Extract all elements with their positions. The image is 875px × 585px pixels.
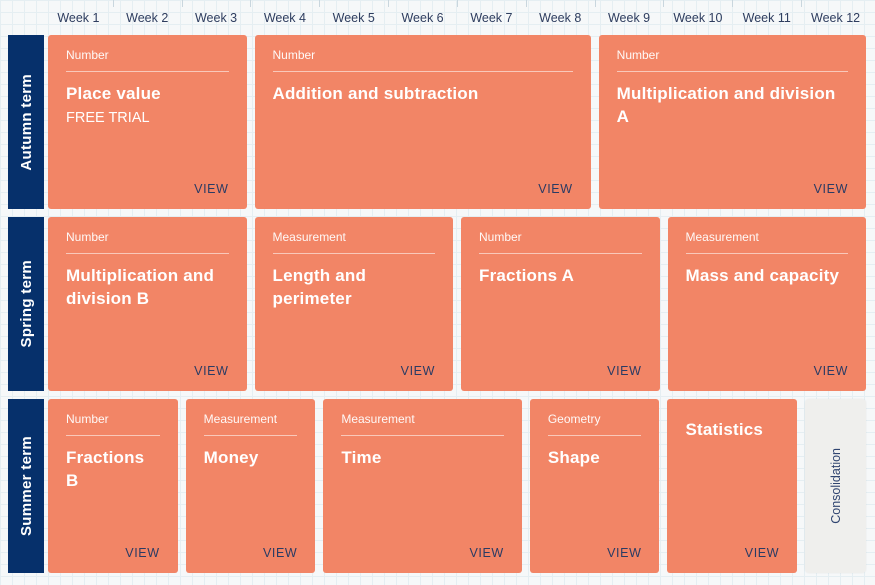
term-bar-autumn-term: Autumn term [8, 35, 44, 209]
category-label: Number [66, 48, 109, 62]
topic-card-addition-and-subtraction[interactable]: Number Addition and subtraction VIEW [254, 35, 591, 209]
card-divider [66, 71, 229, 72]
view-button[interactable]: VIEW [469, 546, 504, 560]
topic-title: Shape [547, 448, 600, 467]
consolidation-label: Consolidation [828, 448, 843, 524]
view-button[interactable]: VIEW [813, 364, 848, 378]
term-label: Spring term [17, 260, 35, 348]
category-label: Measurement [341, 412, 415, 426]
week-label-10: Week 10 [663, 0, 728, 35]
view-button[interactable]: VIEW [744, 546, 780, 560]
topic-title: Multiplication and division B [66, 266, 215, 308]
view-button[interactable]: VIEW [262, 546, 298, 560]
view-button[interactable]: VIEW [194, 182, 229, 196]
card-divider [616, 71, 848, 72]
consolidation-card: Consolidation [805, 399, 866, 573]
category-label: Number [66, 412, 109, 426]
topic-title: Fractions A [479, 266, 575, 285]
term-row-spring-term: Spring term Number Multiplication and divi… [8, 217, 866, 391]
term-label: Autumn term [17, 73, 35, 171]
week-label-12: Week 12 [801, 0, 866, 35]
card-divider [203, 435, 298, 436]
card-divider [479, 253, 642, 254]
topic-card-fractions-a[interactable]: Number Fractions A VIEW [461, 217, 660, 391]
topic-title: Money [203, 448, 259, 467]
topic-title: Place value [66, 84, 161, 103]
week-header: Week 1 Week 2 Week 3 Week 4 Week 5 Week 6 Week… [48, 0, 866, 35]
topic-card-time[interactable]: Measurement Time VIEW [323, 399, 522, 573]
view-button[interactable]: VIEW [194, 364, 229, 378]
week-label-2: Week 2 [112, 0, 178, 35]
cards-grid: Number Place value FREE TRIAL VIEW Number Add… [48, 35, 866, 209]
topic-title: Addition and subtraction [272, 84, 479, 103]
topic-card-fractions-b[interactable]: Number Fractions B VIEW [48, 399, 178, 573]
topic-title: Multiplication and division A [616, 84, 836, 126]
category-label: Number [479, 230, 522, 244]
view-button[interactable]: VIEW [607, 546, 642, 560]
term-row-autumn-term: Autumn term Number Place value FREE TRIAL VI… [8, 35, 866, 209]
topic-card-multiplication-and-division-b[interactable]: Number Multiplication and division B VIEW [48, 217, 247, 391]
topic-card-length-and-perimeter[interactable]: Measurement Length and perimeter VIEW [254, 217, 453, 391]
card-divider [66, 435, 160, 436]
topic-title: Time [341, 448, 382, 467]
card-divider [341, 435, 504, 436]
week-label-6: Week 6 [388, 0, 453, 35]
week-label-3: Week 3 [181, 0, 247, 35]
topic-card-place-value[interactable]: Number Place value FREE TRIAL VIEW [48, 35, 247, 209]
topic-title: Length and perimeter [272, 266, 367, 308]
topic-card-mass-and-capacity[interactable]: Measurement Mass and capacity VIEW [667, 217, 866, 391]
terms: Autumn term Number Place value FREE TRIAL VI… [8, 35, 866, 573]
card-divider [272, 253, 435, 254]
week-label-8: Week 8 [525, 0, 591, 35]
category-label: Number [272, 48, 316, 62]
week-label-11: Week 11 [732, 0, 797, 35]
view-button[interactable]: VIEW [125, 546, 160, 560]
view-button[interactable]: VIEW [813, 182, 848, 196]
card-divider [685, 253, 848, 254]
topic-card-shape[interactable]: Geometry Shape VIEW [529, 399, 660, 573]
card-divider [272, 71, 573, 72]
term-row-summer-term: Summer term Number Fractions B VIEW Measurem… [8, 399, 866, 573]
week-label-1: Week 1 [57, 10, 100, 25]
topic-card-money[interactable]: Measurement Money VIEW [185, 399, 316, 573]
term-label: Summer term [17, 435, 35, 536]
topic-card-multiplication-and-division-a[interactable]: Number Multiplication and division A VIEW [598, 35, 866, 209]
week-label-5: Week 5 [319, 0, 384, 35]
category-label: Number [66, 230, 109, 244]
topic-title: Mass and capacity [685, 266, 840, 285]
card-divider [66, 253, 229, 254]
cards-grid: Number Multiplication and division B VIEW M… [48, 217, 866, 391]
week-label-4: Week 4 [250, 0, 315, 35]
term-bar-summer-term: Summer term [8, 399, 44, 573]
week-label-9: Week 9 [594, 0, 660, 35]
cards-grid: Number Fractions B VIEW Measurement Money VIE… [48, 399, 866, 573]
category-label: Measurement [203, 412, 278, 426]
view-button[interactable]: VIEW [538, 182, 573, 196]
category-label: Geometry [547, 412, 601, 426]
topic-title: Statistics [685, 420, 764, 439]
category-label: Measurement [272, 230, 346, 244]
topic-title: Fractions B [66, 448, 145, 490]
view-button[interactable]: VIEW [400, 364, 435, 378]
category-label: Number [616, 48, 660, 62]
view-button[interactable]: VIEW [607, 364, 642, 378]
topic-card-statistics[interactable]: Statistics VIEW [667, 399, 798, 573]
card-divider [547, 435, 642, 436]
term-bar-spring-term: Spring term [8, 217, 44, 391]
week-label-7: Week 7 [456, 0, 522, 35]
free-trial-label: FREE TRIAL [66, 109, 150, 126]
category-label: Measurement [685, 230, 759, 244]
